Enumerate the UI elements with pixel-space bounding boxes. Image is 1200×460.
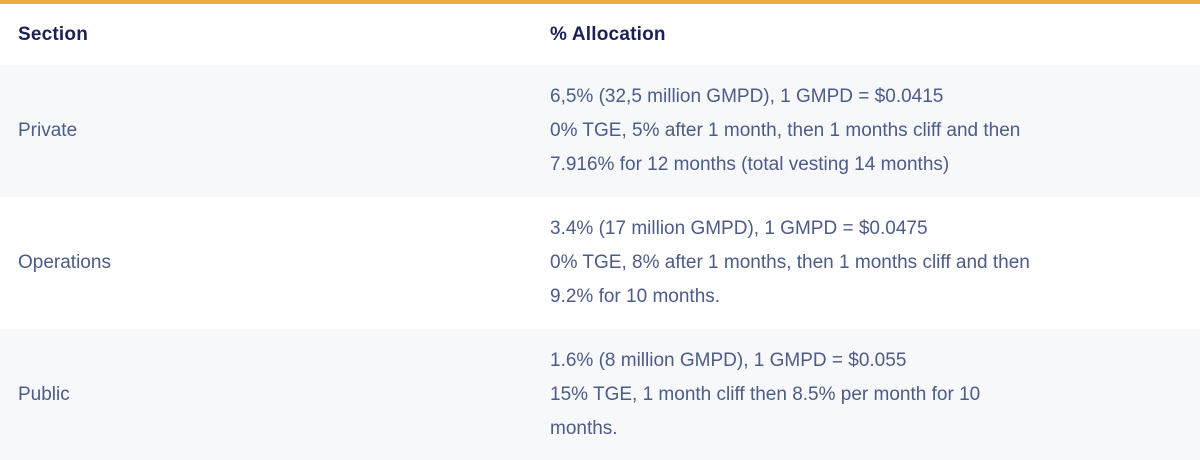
allocation-table: Section % Allocation Private 6,5% (32,5 … xyxy=(0,4,1200,460)
allocation-line: 3.4% (17 million GMPD), 1 GMPD = $0.0475 xyxy=(550,218,928,239)
allocation-line: 15% TGE, 1 month cliff then 8.5% per mon… xyxy=(550,384,981,405)
allocation-line: 7.916% for 12 months (total vesting 14 m… xyxy=(550,154,950,175)
table-row-private: Private 6,5% (32,5 million GMPD), 1 GMPD… xyxy=(0,65,1200,197)
header-cell-section: Section xyxy=(18,23,89,45)
allocation-line: 0% TGE, 8% after 1 months, then 1 months… xyxy=(550,252,1030,273)
allocation-line: 6,5% (32,5 million GMPD), 1 GMPD = $0.04… xyxy=(550,86,944,107)
allocation-line: 0% TGE, 5% after 1 month, then 1 months … xyxy=(550,120,1021,141)
allocation-line: months. xyxy=(550,418,618,439)
allocation-cell: 1.6% (8 million GMPD), 1 GMPD = $0.055 1… xyxy=(550,344,1164,446)
table-row-public: Public 1.6% (8 million GMPD), 1 GMPD = $… xyxy=(0,329,1200,460)
header-cell-allocation: % Allocation xyxy=(550,23,666,45)
allocation-line: 9.2% for 10 months. xyxy=(550,286,721,307)
table-header-row: Section % Allocation xyxy=(0,4,1200,65)
section-label: Public xyxy=(18,384,70,405)
top-accent-bar xyxy=(0,0,1200,4)
allocation-cell: 6,5% (32,5 million GMPD), 1 GMPD = $0.04… xyxy=(550,80,1164,182)
section-label: Private xyxy=(18,120,78,141)
section-label: Operations xyxy=(18,252,111,273)
allocation-line: 1.6% (8 million GMPD), 1 GMPD = $0.055 xyxy=(550,350,907,371)
allocation-cell: 3.4% (17 million GMPD), 1 GMPD = $0.0475… xyxy=(550,212,1164,314)
table-row-operations: Operations 3.4% (17 million GMPD), 1 GMP… xyxy=(0,197,1200,329)
